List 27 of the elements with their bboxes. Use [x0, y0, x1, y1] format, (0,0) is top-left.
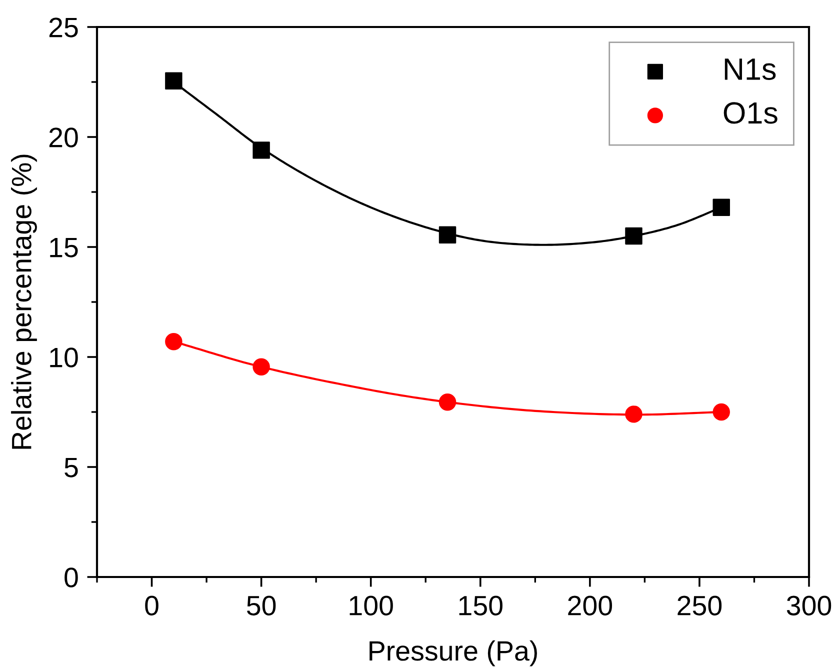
- x-tick-label: 0: [145, 596, 158, 616]
- legend-label: N1s: [724, 58, 776, 80]
- y-tick-label: 25: [49, 18, 78, 38]
- point: [165, 332, 182, 350]
- y-tick-label: 10: [50, 348, 78, 368]
- x-tick-label: 200: [568, 596, 612, 616]
- x-tick-label: 150: [459, 596, 502, 616]
- y-tick-label: 20: [49, 128, 78, 148]
- point: [625, 406, 642, 423]
- point: [625, 227, 642, 245]
- point: [165, 72, 182, 90]
- y-axis-title: Relative percentage (%): [11, 154, 37, 449]
- x-tick-label: 300: [786, 596, 832, 616]
- point: [712, 198, 730, 216]
- point: [252, 358, 270, 376]
- x-tick-label: 250: [678, 596, 722, 616]
- x-tick-label: 100: [350, 596, 393, 616]
- y-tick-label: 15: [50, 238, 78, 258]
- point: [252, 142, 270, 159]
- x-tick-label: 50: [246, 596, 276, 616]
- x-axis-title: Pressure (Pa): [370, 640, 537, 666]
- y-tick-label: 5: [64, 458, 78, 478]
- y-tick-label: 0: [64, 568, 78, 588]
- point: [712, 403, 730, 421]
- legend-label: O1s: [724, 102, 778, 124]
- point: [438, 393, 456, 411]
- point: [438, 226, 456, 244]
